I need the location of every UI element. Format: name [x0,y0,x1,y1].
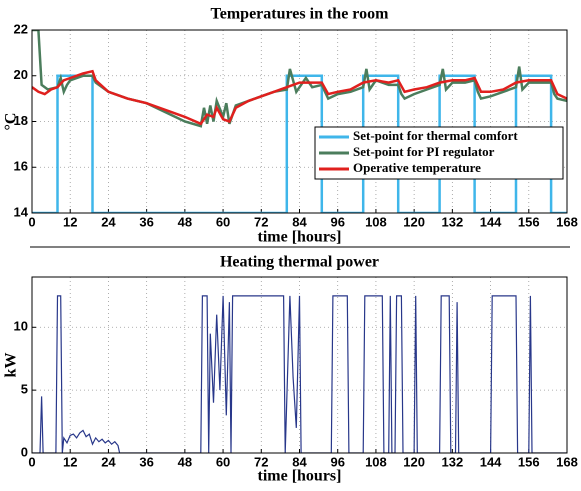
x-tick-label: 96 [330,454,344,469]
x-tick-label: 36 [139,214,153,229]
x-tick-label: 48 [178,454,192,469]
y-tick-label: 5 [21,382,28,397]
x-tick-label: 108 [365,454,387,469]
series-line [32,69,567,126]
x-tick-label: 48 [178,214,192,229]
chart-title: Heating thermal power [220,254,379,271]
y-tick-label: 16 [14,159,28,174]
x-tick-label: 60 [216,454,230,469]
legend-label: Operative temperature [353,160,481,175]
x-tick-label: 24 [101,454,116,469]
series-line [32,295,567,453]
x-tick-label: 72 [254,454,268,469]
x-tick-label: 156 [518,454,540,469]
y-axis-label: kW [3,353,20,378]
x-tick-label: 72 [254,214,268,229]
y-tick-label: 10 [14,319,28,334]
y-tick-label: 20 [14,67,28,82]
x-tick-label: 36 [139,454,153,469]
x-tick-label: 60 [216,214,230,229]
legend-label: Set-point for PI regulator [353,144,495,159]
y-tick-label: 22 [14,21,28,36]
y-axis-label: °C [3,113,20,131]
x-tick-label: 24 [101,214,116,229]
x-tick-label: 0 [28,214,35,229]
x-tick-label: 168 [556,454,578,469]
x-tick-label: 156 [518,214,540,229]
x-tick-label: 84 [292,214,307,229]
x-tick-label: 120 [403,454,425,469]
plot-frame [31,276,568,454]
x-axis-label: time [hours] [258,468,342,485]
x-tick-label: 96 [330,214,344,229]
x-tick-label: 168 [556,214,578,229]
x-tick-label: 0 [28,454,35,469]
x-tick-label: 120 [403,214,425,229]
x-tick-label: 132 [442,214,464,229]
chart-title: Temperatures in the room [211,6,390,23]
legend-box [314,126,564,180]
y-tick-label: 18 [14,113,28,128]
x-axis-label: time [hours] [258,229,342,246]
x-tick-label: 144 [480,454,502,469]
plot-frame [31,29,568,214]
x-tick-label: 84 [292,454,307,469]
x-tick-label: 144 [480,214,502,229]
x-tick-label: 108 [365,214,387,229]
x-tick-label: 12 [63,214,77,229]
y-tick-label: 14 [14,204,29,219]
legend-label: Set-point for thermal comfort [353,128,518,143]
y-tick-label: 0 [21,444,28,459]
x-tick-label: 12 [63,454,77,469]
x-tick-label: 132 [442,454,464,469]
